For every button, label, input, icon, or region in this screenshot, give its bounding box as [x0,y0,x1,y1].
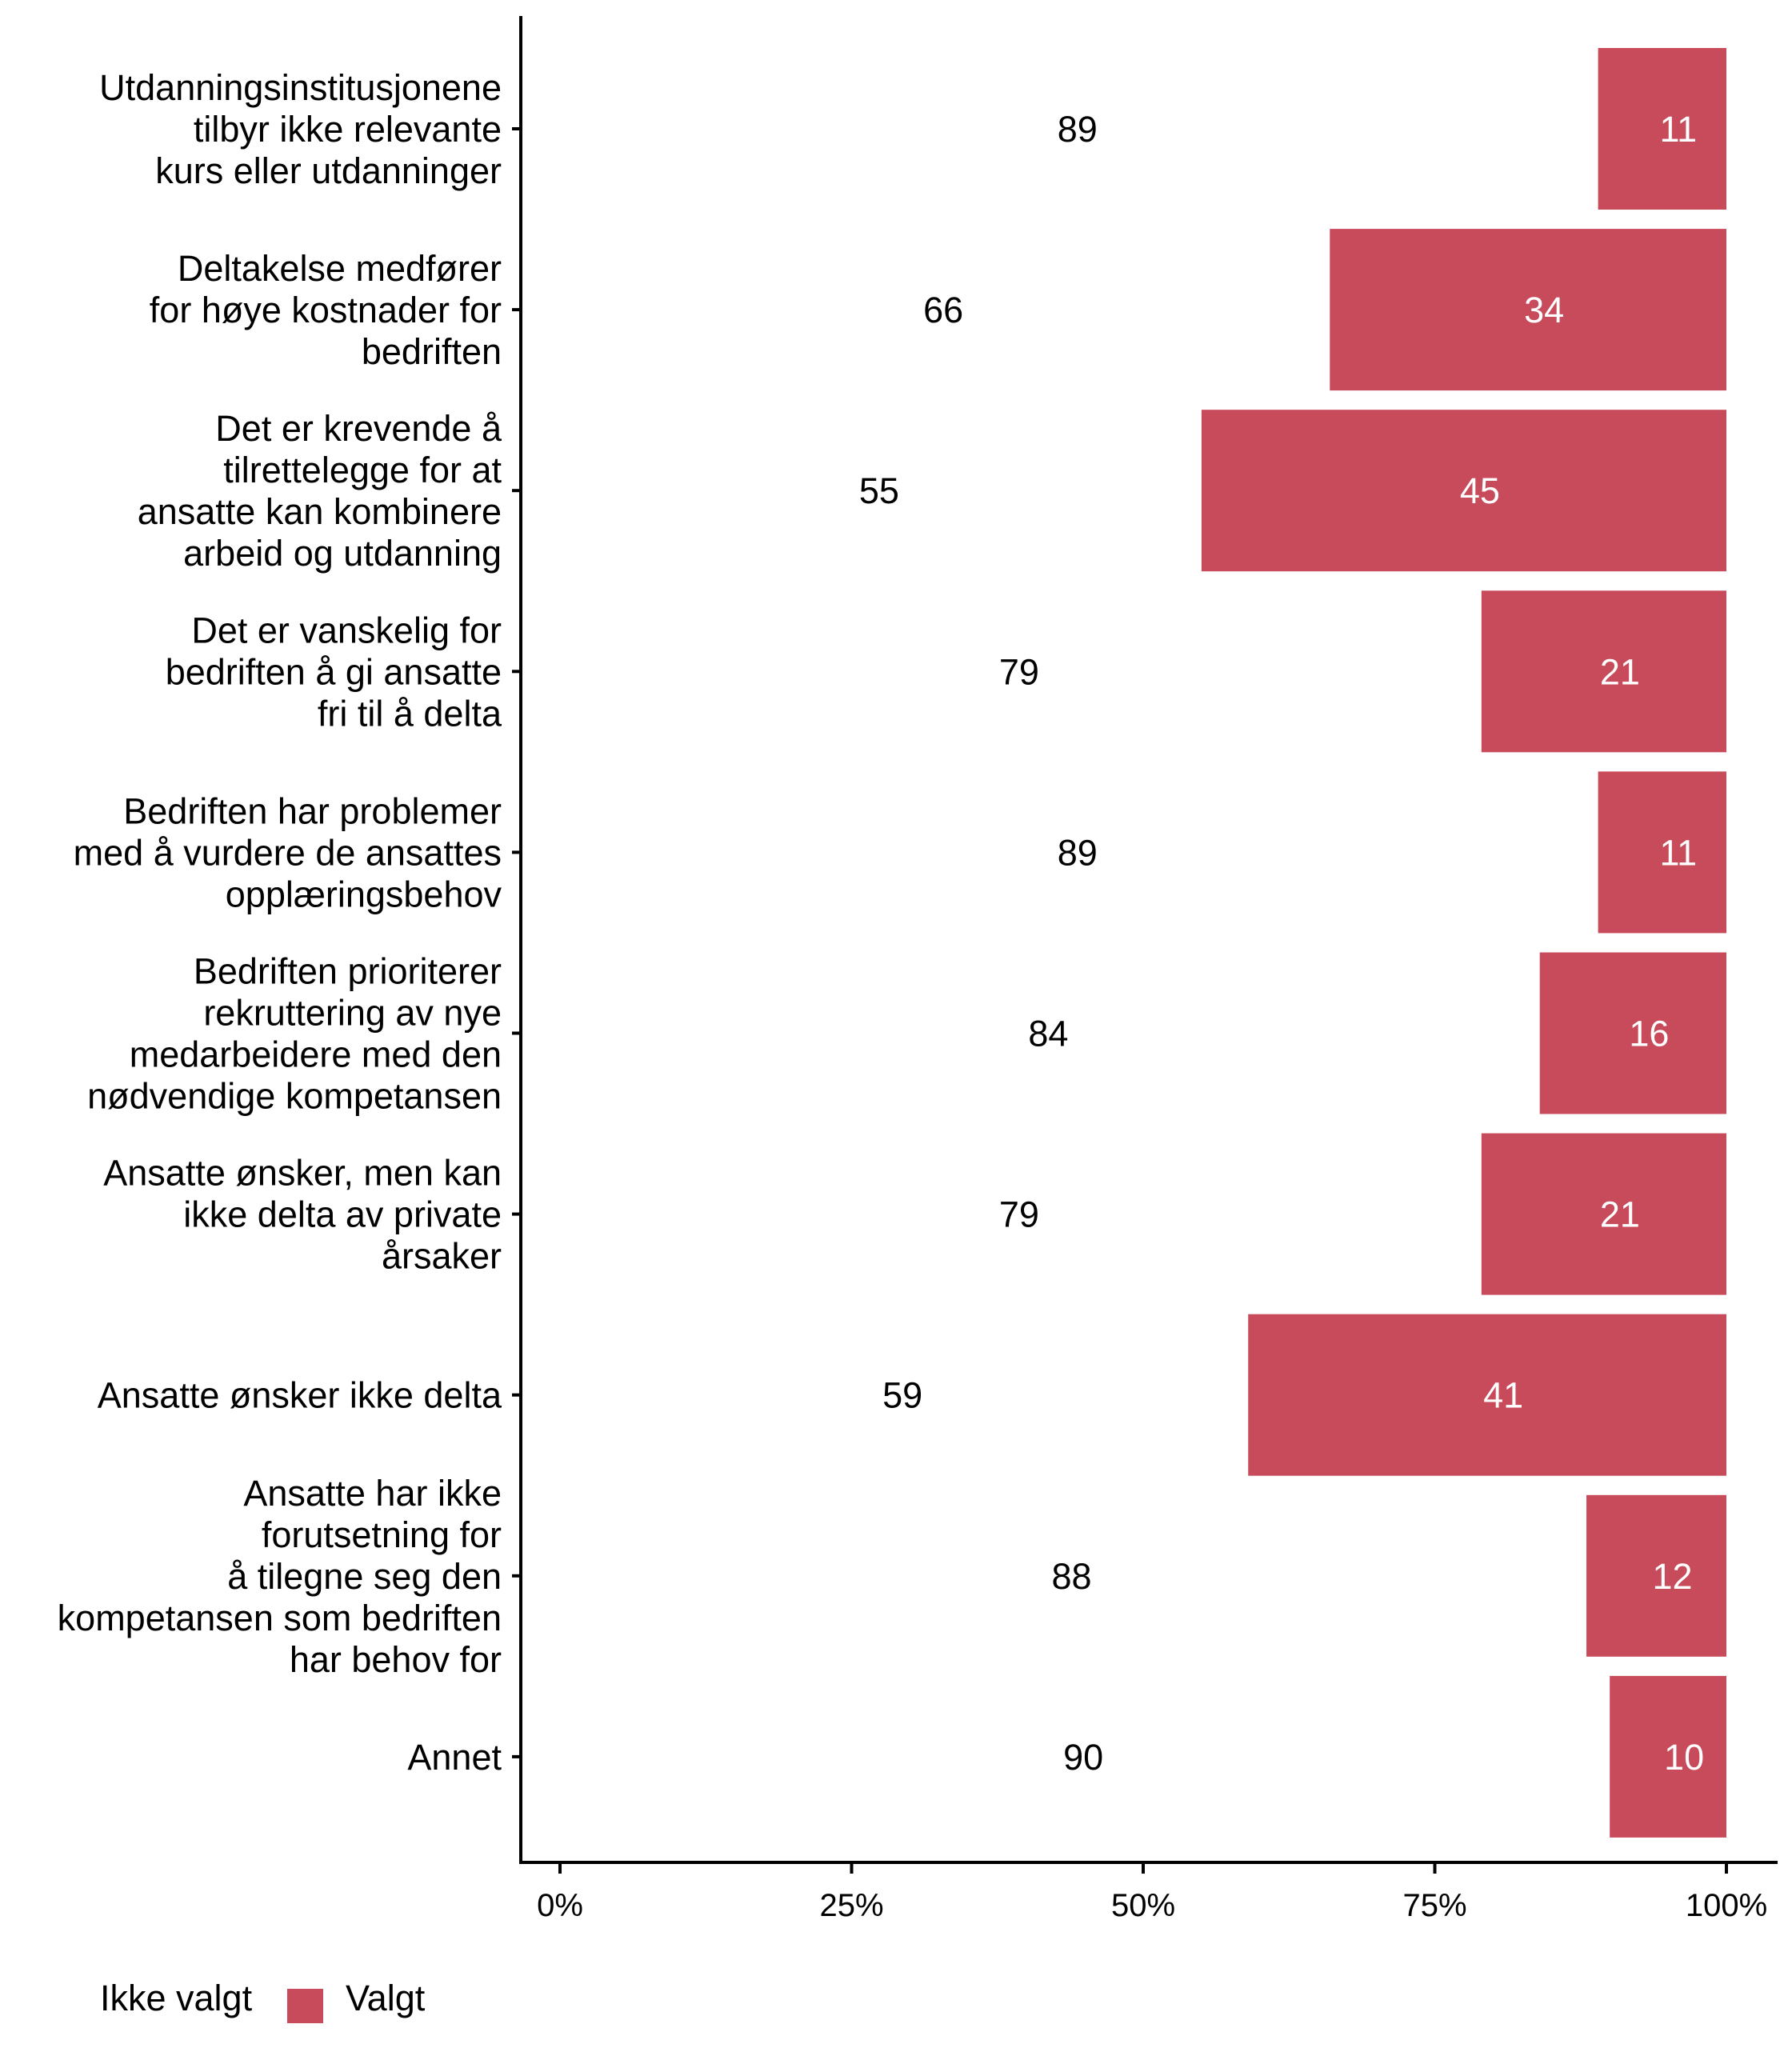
category-label: fri til å delta [318,693,502,734]
category-label: rekruttering av nye [203,993,502,1034]
bar-valgt [1610,1675,1726,1838]
legend: Ikke valgt Valgt [100,1978,426,2023]
value-label-ikke-valgt: 89 [1058,109,1098,150]
value-label-valgt: 16 [1629,1014,1669,1054]
bar-valgt [1586,1494,1726,1657]
category-label: kurs eller utdanninger [155,150,502,191]
bar-valgt [1481,590,1726,753]
category-label: tilrettelegge for at [223,450,502,490]
x-tick-label: 100% [1686,1888,1767,1923]
value-label-ikke-valgt: 55 [859,470,899,511]
bar-valgt [1539,952,1726,1114]
value-label-valgt: 10 [1664,1737,1704,1778]
category-label: bedriften å gi ansatte [166,651,502,692]
value-labels-group: 89 11 66 34 55 45 79 21 89 11 84 16 79 21 59 41 88 12 90 10 [859,109,1704,1778]
category-label: medarbeidere med den [130,1034,502,1075]
category-label: opplæringsbehov [226,874,502,914]
category-label: forutsetning for [262,1514,502,1555]
x-tick-label: 25% [819,1888,883,1923]
category-label: med å vurdere de ansattes [74,832,502,873]
category-label: Annet [407,1737,502,1778]
category-label: å tilegne seg den [227,1556,502,1597]
value-label-ikke-valgt: 84 [1028,1014,1068,1054]
x-tick-label: 0% [537,1888,583,1923]
x-tick-label: 50% [1111,1888,1175,1923]
value-label-valgt: 34 [1524,290,1564,330]
category-label: arbeid og utdanning [183,533,502,574]
category-label: Utdanningsinstitusjonene [99,67,502,108]
legend-label-ikke-valgt: Ikke valgt [100,1978,253,2018]
legend-label-valgt: Valgt [346,1978,426,2018]
value-label-ikke-valgt: 90 [1063,1737,1103,1778]
category-label: Bedriften har problemer [123,790,502,831]
value-label-valgt: 11 [1659,109,1697,150]
category-label: bedriften [362,331,502,372]
value-label-ikke-valgt: 89 [1058,832,1098,873]
bar-valgt [1201,410,1726,572]
bars-group [1201,48,1726,1838]
category-label: Ansatte har ikke [243,1473,502,1514]
category-label: tilbyr ikke relevante [194,109,502,150]
category-label: Bedriften prioriterer [194,951,502,992]
x-tick-label: 75% [1402,1888,1466,1923]
value-label-valgt: 12 [1652,1556,1692,1597]
category-label: Det er krevende å [215,408,502,449]
value-label-ikke-valgt: 88 [1051,1556,1091,1597]
category-label: kompetansen som bedriften [58,1598,502,1638]
value-label-valgt: 45 [1460,470,1500,511]
category-label: ansatte kan kombinere [138,491,502,532]
value-label-ikke-valgt: 79 [999,651,1039,692]
category-label: årsaker [382,1236,502,1277]
value-label-ikke-valgt: 59 [882,1375,922,1416]
x-axis-ticks: 0% 25% 50% 75% 100% [537,1862,1767,1923]
category-label: Ansatte ønsker ikke delta [98,1375,502,1416]
category-label: Deltakelse medfører [178,248,502,289]
category-label: for høye kostnader for [150,290,502,330]
value-label-valgt: 11 [1659,832,1697,873]
value-label-ikke-valgt: 79 [999,1194,1039,1235]
bar-valgt [1481,1133,1726,1295]
bar-valgt [1598,48,1726,210]
value-label-ikke-valgt: 66 [923,290,963,330]
bar-valgt [1248,1314,1726,1476]
category-label: Det er vanskelig for [191,610,502,650]
value-label-valgt: 21 [1600,651,1640,692]
bar-valgt [1598,771,1726,934]
value-label-valgt: 21 [1600,1194,1640,1235]
category-label: ikke delta av private [183,1194,502,1235]
category-label: Ansatte ønsker, men kan [103,1153,502,1194]
category-label: nødvendige kompetansen [87,1076,502,1117]
legend-swatch-valgt [287,1989,323,2023]
value-label-valgt: 41 [1483,1375,1523,1416]
category-label: har behov for [290,1639,502,1680]
bar-valgt [1330,229,1726,391]
